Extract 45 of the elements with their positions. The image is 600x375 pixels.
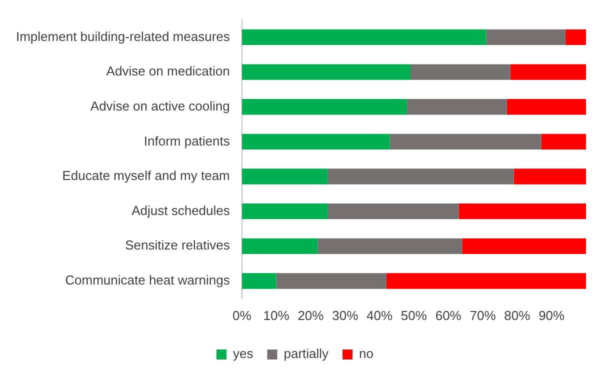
y-tick-label: Advise on active cooling (90, 98, 230, 114)
bar (541, 134, 586, 150)
bar (390, 134, 542, 150)
bar (242, 238, 318, 254)
bar (386, 273, 586, 289)
bar (514, 168, 586, 184)
bar (242, 99, 408, 115)
bar (565, 29, 586, 46)
bar (242, 64, 410, 80)
y-tick-label: Educate myself and my team (62, 168, 230, 184)
bar (328, 204, 459, 220)
x-tick-label: 60% (435, 308, 462, 323)
bar (328, 168, 514, 184)
x-tick-label: 10% (263, 308, 290, 323)
bar (242, 134, 390, 150)
y-tick-label: Communicate heat warnings (65, 272, 230, 288)
bar (242, 273, 276, 289)
x-tick-label: 20% (298, 308, 324, 323)
bar (242, 204, 328, 220)
y-tick-label: Implement building-related measures (16, 28, 230, 44)
y-tick-label: Advise on medication (106, 64, 230, 79)
x-tick-label: 30% (332, 308, 359, 323)
legend-label: yes (233, 346, 254, 362)
y-tick-label: Adjust schedules (132, 202, 230, 218)
bar (506, 99, 586, 115)
bar (276, 273, 386, 289)
x-tick-label: 70% (470, 308, 496, 323)
bar (407, 99, 507, 115)
bar (458, 204, 586, 220)
bar (318, 238, 462, 254)
bar (410, 64, 510, 80)
bar (462, 238, 586, 254)
bar (510, 64, 586, 80)
y-tick-label: Sensitize relatives (125, 238, 230, 253)
y-tick-label: Inform patients (144, 133, 230, 148)
x-tick-label: 40% (366, 308, 393, 323)
bar (242, 168, 328, 184)
x-tick-label: 0% (232, 308, 252, 323)
bar (242, 29, 486, 46)
legend-label: no (359, 346, 374, 362)
x-tick-label: 90% (538, 308, 566, 323)
bar (486, 29, 566, 46)
x-tick-label: 80% (504, 308, 531, 323)
legend-label: partially (284, 346, 330, 362)
x-tick-label: 50% (400, 308, 428, 323)
